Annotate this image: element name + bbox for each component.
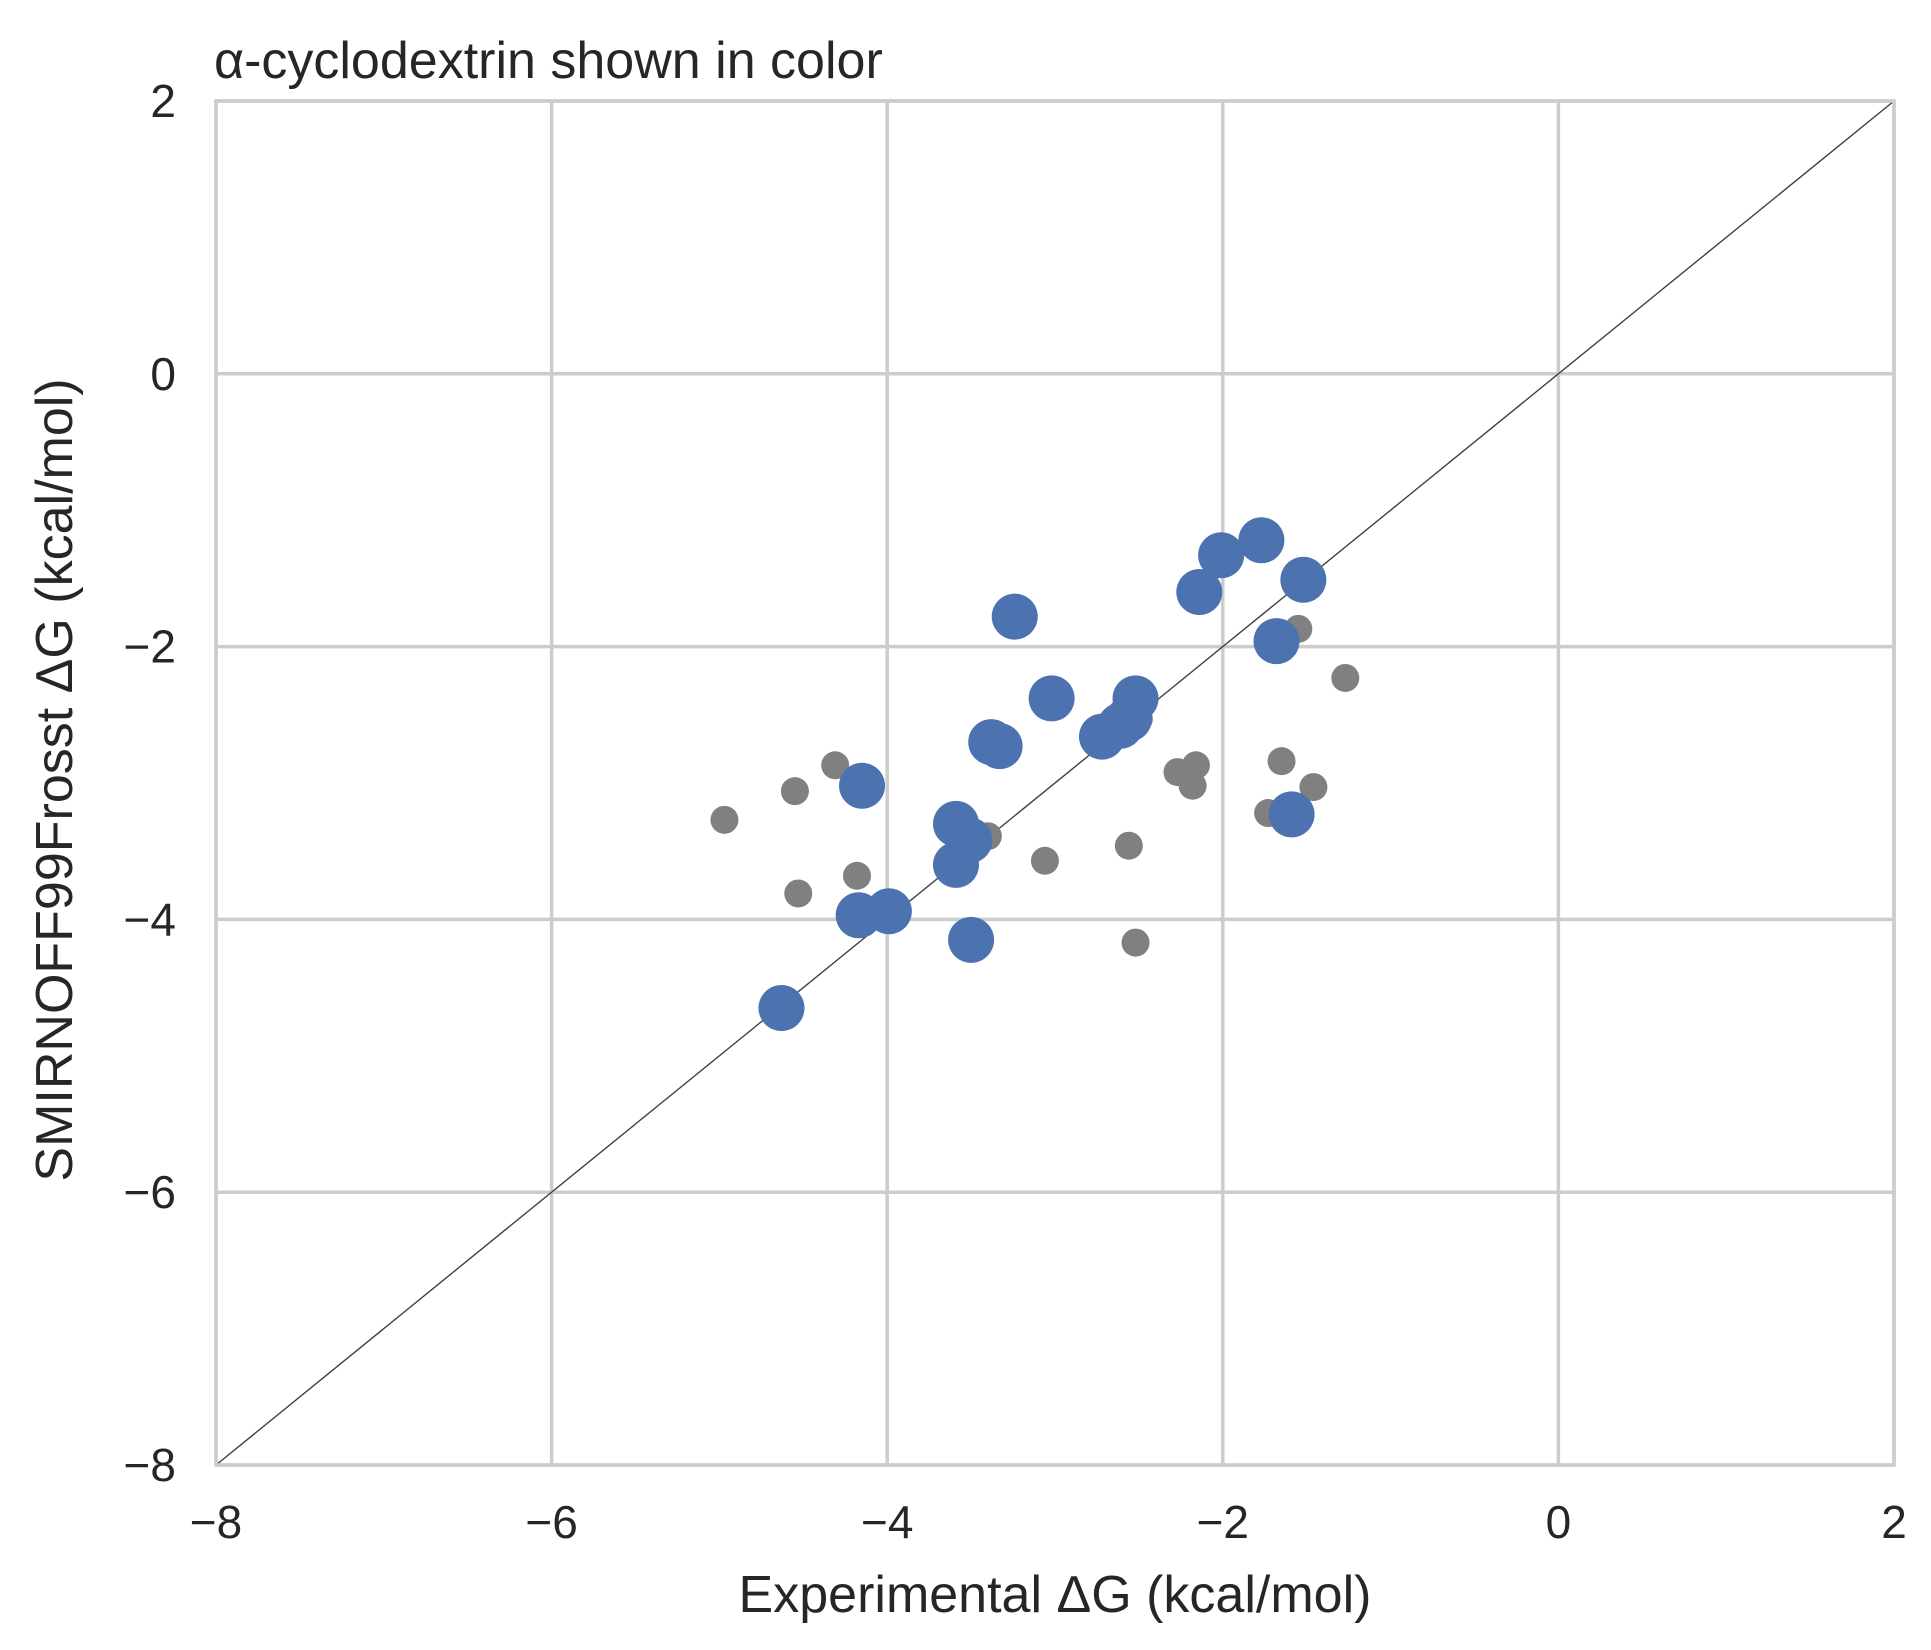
data-point-other	[1030, 846, 1059, 875]
data-point-highlight	[932, 841, 979, 888]
data-point-other	[1114, 831, 1143, 860]
points-alpha-cyclodextrin	[758, 517, 1327, 1032]
y-tick-labels: −8 −6 −4 −2 0 2	[124, 75, 176, 1491]
y-tick-label: 2	[150, 75, 176, 127]
data-point-highlight	[1176, 569, 1223, 616]
data-point-highlight	[948, 916, 995, 963]
data-point-highlight	[839, 762, 886, 809]
x-tick-label: −2	[1197, 1496, 1249, 1548]
data-point-other	[784, 879, 813, 908]
x-tick-labels: −8 −6 −4 −2 0 2	[190, 1496, 1907, 1548]
y-tick-label: −4	[124, 893, 176, 945]
data-point-highlight	[1238, 517, 1285, 564]
x-tick-label: −8	[190, 1496, 242, 1548]
data-point-other	[1299, 773, 1328, 802]
y-tick-label: −8	[124, 1439, 176, 1491]
y-tick-label: 0	[150, 348, 176, 400]
x-axis-label: Experimental ΔG (kcal/mol)	[739, 1566, 1372, 1624]
data-point-highlight	[1253, 618, 1300, 665]
data-point-highlight	[1280, 556, 1327, 603]
data-point-other	[1267, 747, 1296, 776]
data-point-highlight	[758, 985, 805, 1032]
x-tick-label: 0	[1546, 1496, 1572, 1548]
data-point-highlight	[1028, 675, 1075, 722]
data-point-other	[842, 861, 871, 890]
data-point-highlight	[1112, 675, 1159, 722]
points-other-hosts	[710, 614, 1360, 957]
data-point-other	[710, 805, 739, 834]
data-point-highlight	[976, 723, 1023, 770]
y-axis-label: SMIRNOFF99Frosst ΔG (kcal/mol)	[26, 378, 84, 1181]
data-point-other	[1121, 928, 1150, 957]
x-tick-label: −6	[525, 1496, 577, 1548]
data-point-highlight	[1268, 791, 1315, 838]
data-point-other	[821, 751, 850, 780]
y-tick-label: −2	[124, 621, 176, 673]
data-point-highlight	[1198, 532, 1245, 579]
identity-reference-line	[215, 100, 1895, 1466]
plot-frame	[214, 99, 1896, 1467]
x-tick-label: 2	[1881, 1496, 1907, 1548]
y-tick-label: −6	[124, 1166, 176, 1218]
data-point-other	[1331, 663, 1360, 692]
data-point-highlight	[865, 888, 912, 935]
data-point-highlight	[991, 593, 1038, 640]
data-point-other	[1181, 751, 1210, 780]
data-point-other	[780, 777, 809, 806]
x-tick-label: −4	[861, 1496, 913, 1548]
chart-title: α-cyclodextrin shown in color	[214, 32, 883, 90]
